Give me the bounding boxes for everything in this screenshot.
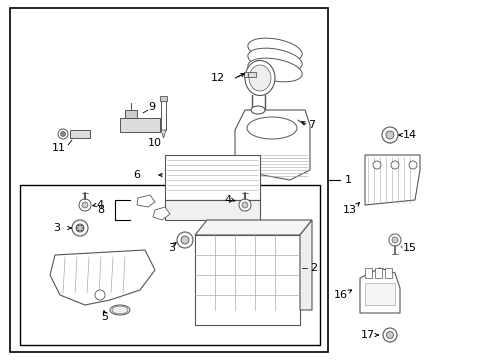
- Ellipse shape: [247, 58, 302, 82]
- Circle shape: [76, 224, 84, 232]
- Ellipse shape: [110, 305, 130, 315]
- Ellipse shape: [246, 117, 296, 139]
- Bar: [164, 155, 260, 200]
- Text: 4: 4: [96, 200, 103, 210]
- Bar: [195, 235, 299, 325]
- Text: 5: 5: [102, 312, 108, 322]
- Polygon shape: [235, 110, 309, 180]
- Text: 10: 10: [148, 138, 162, 148]
- Circle shape: [78, 230, 79, 231]
- Circle shape: [408, 161, 416, 169]
- Bar: [247, 72, 256, 77]
- Bar: [384, 268, 391, 278]
- Bar: [374, 268, 381, 278]
- Circle shape: [81, 230, 82, 231]
- Circle shape: [388, 234, 400, 246]
- Circle shape: [95, 290, 105, 300]
- Bar: [10, 8, 327, 352]
- Circle shape: [76, 227, 78, 229]
- Text: 15: 15: [402, 243, 416, 253]
- Bar: [244, 72, 247, 77]
- Polygon shape: [153, 207, 170, 220]
- Text: 7: 7: [307, 120, 314, 130]
- Polygon shape: [161, 130, 165, 138]
- Polygon shape: [195, 220, 311, 235]
- Text: 4: 4: [224, 195, 231, 205]
- Circle shape: [61, 131, 65, 136]
- Text: 8: 8: [97, 205, 104, 215]
- Polygon shape: [50, 250, 155, 305]
- Text: 12: 12: [210, 73, 224, 83]
- Ellipse shape: [248, 65, 270, 91]
- Bar: [20, 185, 319, 345]
- Text: 2: 2: [309, 263, 317, 273]
- Bar: [120, 118, 160, 132]
- Text: 11: 11: [52, 143, 66, 153]
- Text: 3: 3: [53, 223, 60, 233]
- Text: 3: 3: [168, 243, 175, 253]
- Bar: [70, 130, 90, 138]
- Circle shape: [82, 202, 88, 208]
- Circle shape: [382, 328, 396, 342]
- Bar: [164, 200, 260, 220]
- Circle shape: [58, 129, 68, 139]
- Polygon shape: [137, 195, 155, 207]
- Polygon shape: [359, 268, 399, 313]
- Circle shape: [381, 127, 397, 143]
- Circle shape: [372, 161, 380, 169]
- Circle shape: [242, 202, 247, 208]
- Circle shape: [239, 199, 250, 211]
- Ellipse shape: [250, 106, 264, 114]
- Text: 6: 6: [133, 170, 140, 180]
- Text: 14: 14: [402, 130, 416, 140]
- Ellipse shape: [244, 60, 274, 95]
- Text: 16: 16: [333, 290, 347, 300]
- Ellipse shape: [112, 306, 128, 314]
- Bar: [160, 96, 167, 101]
- Circle shape: [72, 220, 88, 236]
- Circle shape: [177, 232, 193, 248]
- Ellipse shape: [247, 48, 302, 72]
- Circle shape: [391, 237, 397, 243]
- Circle shape: [81, 225, 82, 226]
- Ellipse shape: [247, 38, 302, 62]
- Circle shape: [82, 227, 83, 229]
- Text: 17: 17: [360, 330, 374, 340]
- Bar: [125, 110, 137, 118]
- Circle shape: [385, 131, 393, 139]
- Bar: [161, 100, 165, 130]
- Text: 1: 1: [345, 175, 351, 185]
- Circle shape: [181, 236, 189, 244]
- Circle shape: [386, 332, 393, 338]
- Polygon shape: [364, 155, 419, 205]
- Circle shape: [79, 199, 91, 211]
- Polygon shape: [299, 220, 311, 310]
- Text: 13: 13: [342, 205, 356, 215]
- Circle shape: [390, 161, 398, 169]
- Bar: [364, 268, 371, 278]
- Text: 9: 9: [148, 102, 155, 112]
- Circle shape: [78, 225, 79, 226]
- Bar: [364, 283, 394, 305]
